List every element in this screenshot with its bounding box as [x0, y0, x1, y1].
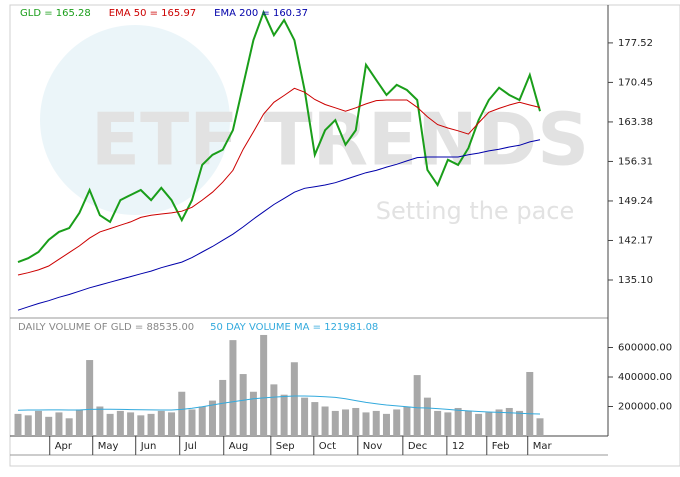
volume-bar	[516, 410, 524, 436]
x-tick-label: Jun	[140, 441, 157, 452]
volume-bar	[342, 409, 350, 436]
series-line	[17, 9, 541, 264]
x-tick-label: Aug	[229, 441, 249, 452]
x-tick-label: Sep	[276, 441, 295, 452]
volume-bar	[423, 397, 431, 436]
volume-bar	[331, 410, 339, 436]
watermark: ETF TRENDS	[91, 98, 589, 182]
y-tick-label: 600000.00	[618, 343, 672, 354]
volume-bar	[239, 374, 247, 436]
x-tick-label: Oct	[319, 441, 336, 452]
volume-bar	[96, 406, 104, 436]
x-tick-label: Nov	[363, 441, 383, 452]
volume-bar	[188, 409, 196, 436]
volume-bar	[270, 384, 278, 436]
volume-bar	[321, 406, 329, 436]
y-tick-label: 163.38	[618, 117, 653, 128]
series-line	[17, 87, 541, 276]
volume-bar	[14, 413, 22, 436]
volume-bar	[475, 413, 483, 436]
x-tick-label: Jul	[184, 441, 197, 452]
volume-bar	[526, 371, 534, 436]
x-tick-label: May	[98, 441, 119, 452]
volume-bar	[485, 412, 493, 436]
y-tick-label: 177.52	[618, 38, 653, 49]
legend-label: DAILY VOLUME OF GLD = 88535.00	[18, 322, 194, 333]
volume-bar	[393, 409, 401, 436]
y-tick-label: 142.17	[618, 235, 653, 246]
volume-bar	[45, 416, 53, 436]
volume-bar	[208, 400, 216, 436]
volume-bar	[382, 413, 390, 436]
volume-bar	[198, 406, 206, 436]
volume-bar	[495, 409, 503, 436]
volume-bar	[127, 412, 135, 436]
volume-bar	[106, 413, 114, 436]
volume-bar	[464, 410, 472, 436]
series-line	[17, 395, 541, 415]
volume-bar	[24, 415, 32, 436]
volume-bar	[454, 407, 462, 436]
volume-bar	[147, 413, 155, 436]
volume-bar	[34, 410, 42, 436]
legend-label: EMA 50 = 165.97	[109, 8, 196, 19]
legend-label: EMA 200 = 160.37	[214, 8, 308, 19]
y-tick-label: 200000.00	[618, 402, 672, 413]
y-tick-label: 156.31	[618, 156, 653, 167]
volume-bar	[352, 407, 360, 436]
volume-bar	[65, 418, 73, 436]
y-tick-label: 170.45	[618, 77, 653, 88]
volume-bar	[301, 397, 309, 436]
volume-bar	[219, 379, 227, 436]
x-tick-label: 12	[452, 441, 465, 452]
volume-bar	[536, 418, 544, 436]
legend-label: GLD = 165.28	[20, 8, 91, 19]
volume-bar	[505, 407, 513, 436]
watermark: Setting the pace	[376, 197, 574, 225]
series-line	[17, 139, 541, 311]
volume-bar	[229, 340, 237, 436]
x-tick-label: Dec	[408, 441, 427, 452]
y-tick-label: 400000.00	[618, 372, 672, 383]
logo-circle	[40, 25, 230, 215]
legend-label: 50 DAY VOLUME MA = 121981.08	[210, 322, 378, 333]
volume-bar	[372, 410, 380, 436]
volume-bar	[413, 375, 421, 436]
volume-bar	[362, 412, 370, 436]
x-tick-label: Mar	[533, 441, 553, 452]
volume-bar	[290, 362, 298, 436]
volume-bar	[55, 412, 63, 436]
volume-bar	[178, 391, 186, 436]
volume-bar	[403, 406, 411, 436]
volume-bar	[157, 410, 165, 436]
volume-bar	[311, 402, 319, 436]
volume-bar	[75, 409, 83, 436]
volume-bar	[280, 394, 288, 436]
volume-bar	[434, 410, 442, 436]
volume-bar	[260, 334, 268, 436]
volume-bar	[116, 410, 124, 436]
volume-bar	[444, 412, 452, 436]
x-tick-label: Feb	[492, 441, 510, 452]
volume-bar	[168, 412, 176, 436]
volume-bar	[137, 415, 145, 436]
volume-bar	[249, 391, 257, 436]
y-tick-label: 149.24	[618, 196, 653, 207]
y-tick-label: 135.10	[618, 275, 653, 286]
x-tick-label: Apr	[55, 441, 73, 452]
volume-bar	[86, 360, 94, 436]
